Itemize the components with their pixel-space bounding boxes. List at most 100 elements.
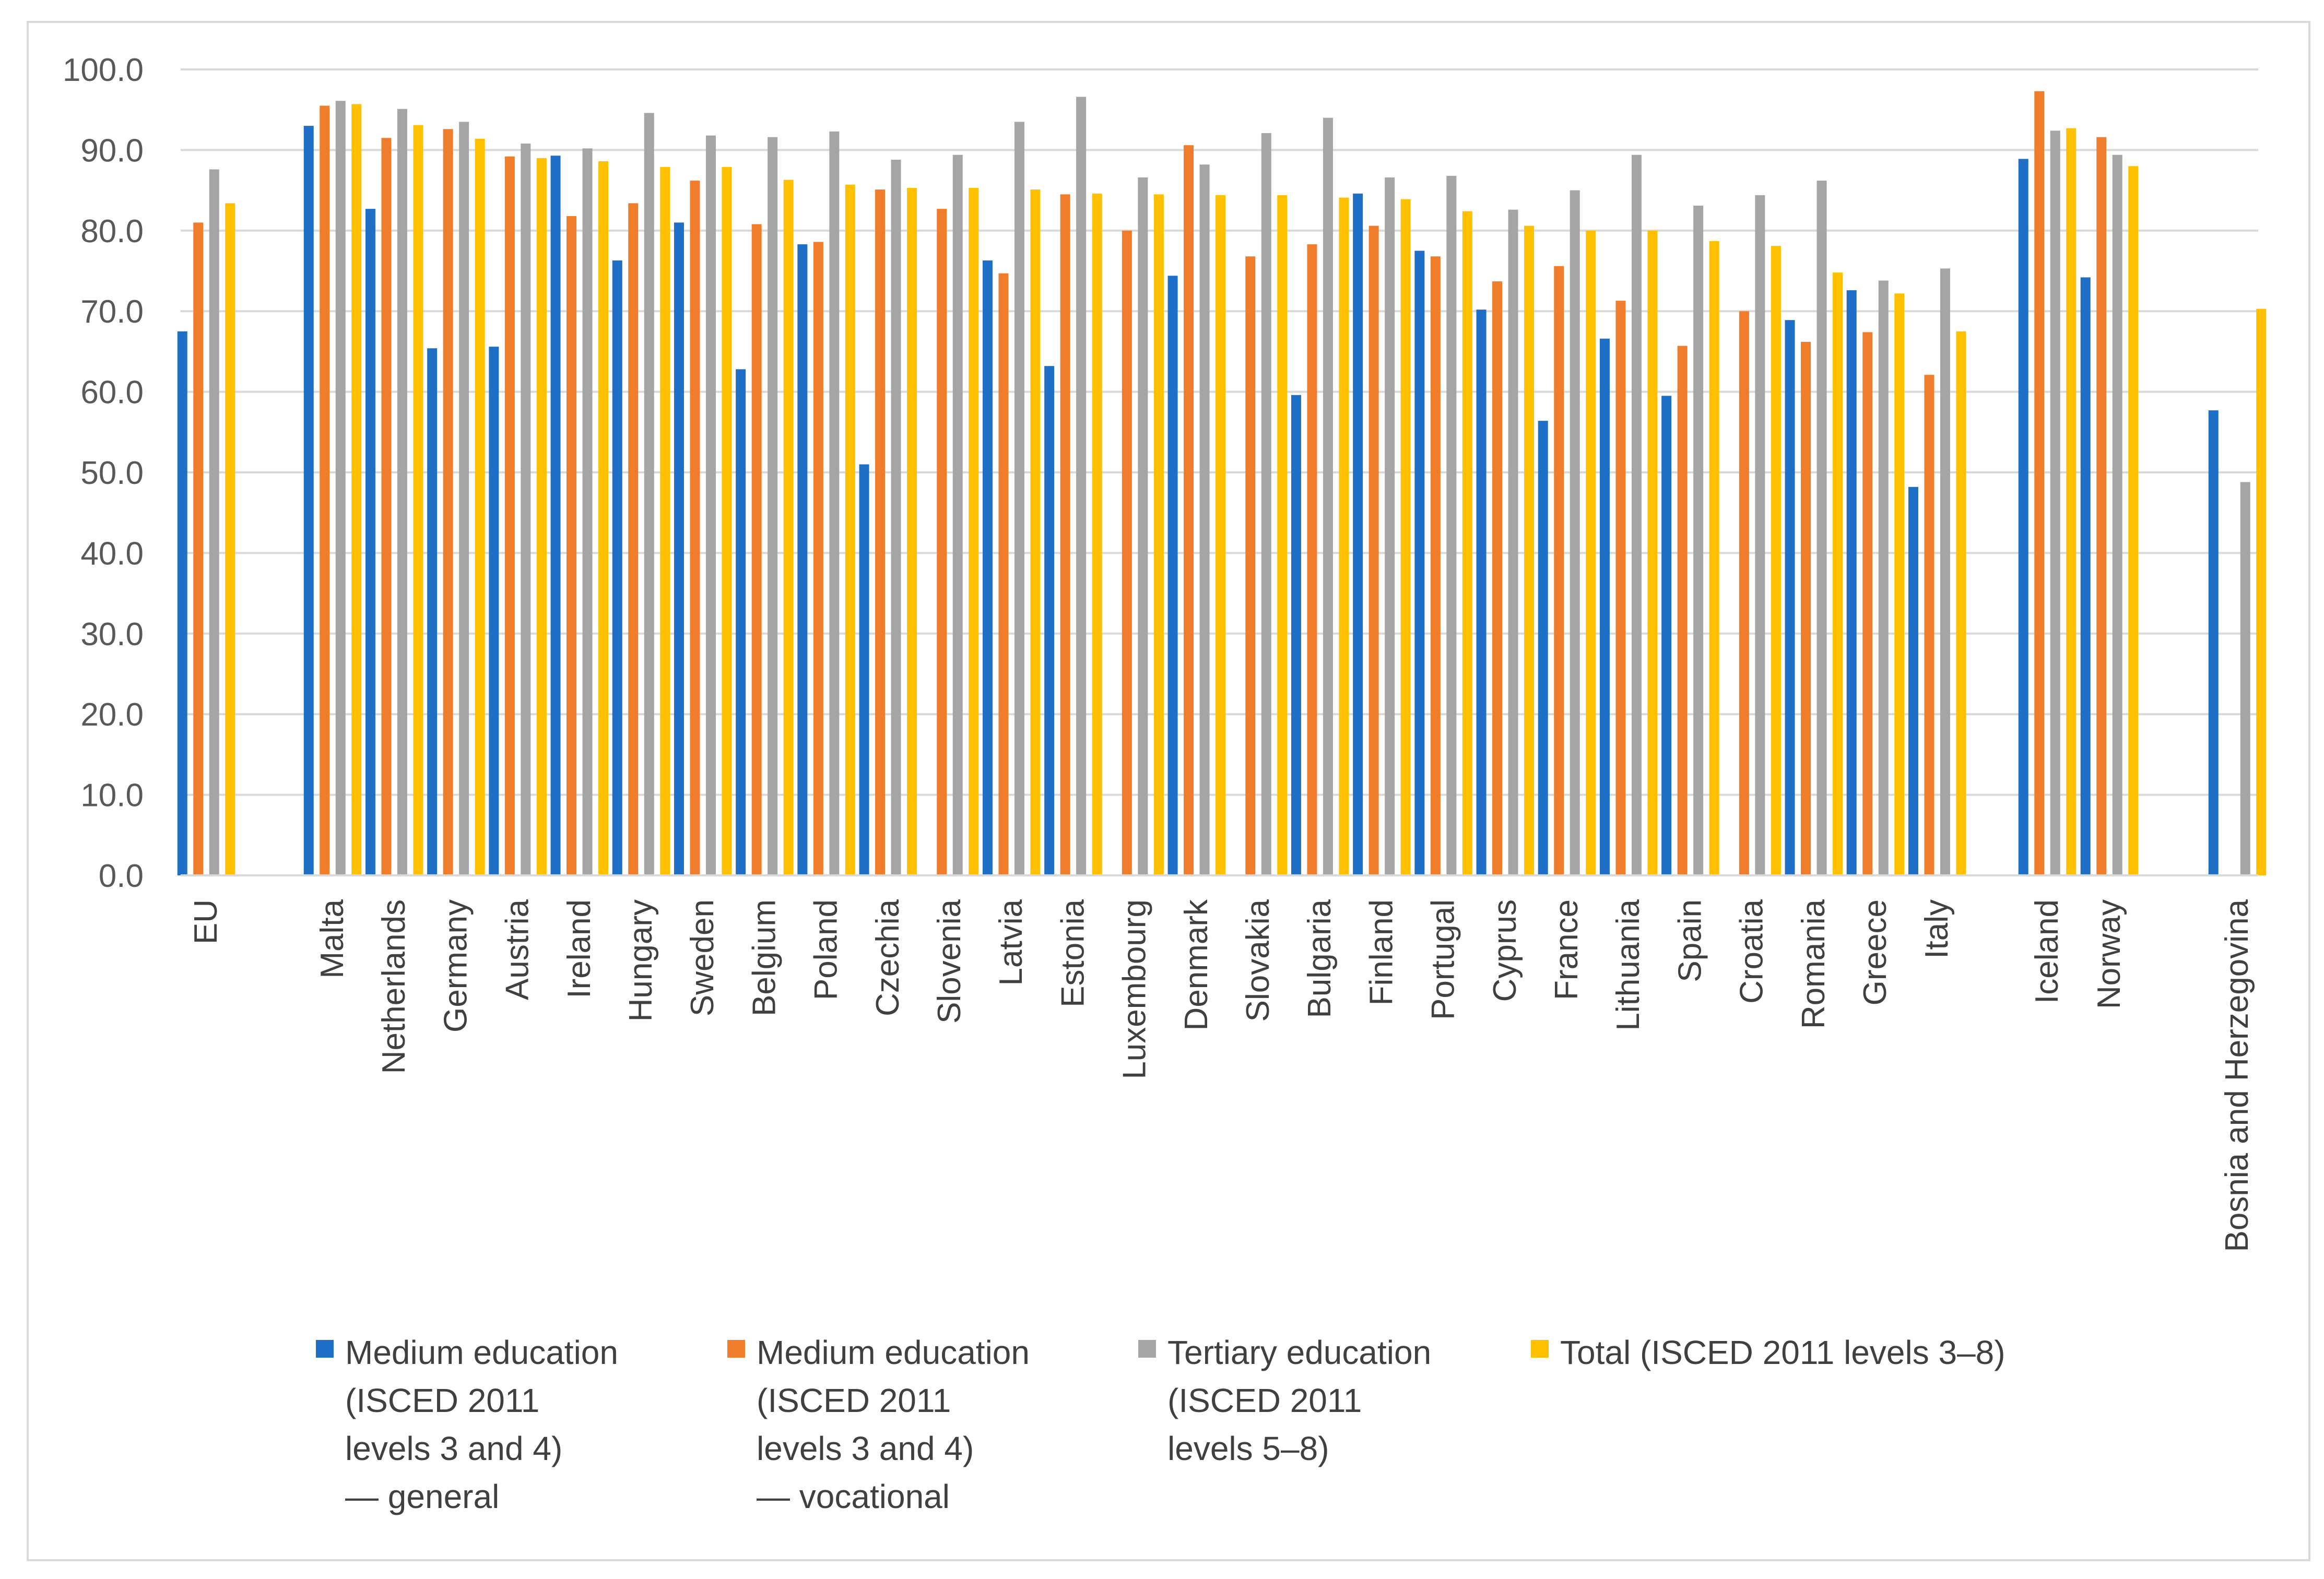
bar bbox=[1801, 341, 1811, 875]
bar bbox=[2034, 91, 2045, 876]
x-tick-label: Lithuania bbox=[1610, 899, 1646, 1030]
legend-label-tertiary: Tertiary education (ISCED 2011 levels 5–… bbox=[1167, 1334, 1432, 1467]
bar bbox=[598, 161, 609, 875]
bar bbox=[1524, 225, 1535, 875]
bar bbox=[736, 369, 746, 875]
x-tick-label: Ireland bbox=[561, 899, 597, 999]
bar bbox=[1599, 338, 1610, 875]
y-tick-label: 50.0 bbox=[80, 455, 144, 491]
x-tick-label: Netherlands bbox=[376, 899, 412, 1074]
x-tick-label: Latvia bbox=[993, 899, 1029, 986]
bar bbox=[504, 156, 515, 876]
y-tick-label: 90.0 bbox=[80, 133, 144, 169]
bar bbox=[193, 222, 204, 875]
bar bbox=[1261, 133, 1271, 876]
x-tick-label: Estonia bbox=[1055, 899, 1091, 1007]
bar bbox=[1739, 311, 1749, 876]
x-tick-label: Belgium bbox=[746, 899, 782, 1016]
bar bbox=[1878, 280, 1889, 875]
bar bbox=[1862, 332, 1873, 875]
bar bbox=[1092, 193, 1102, 875]
x-tick-label: Italy bbox=[1919, 899, 1955, 959]
x-tick-label: Luxembourg bbox=[1117, 899, 1153, 1079]
bar bbox=[475, 138, 485, 876]
bar bbox=[1462, 211, 1472, 875]
bar bbox=[1894, 293, 1905, 876]
bar bbox=[907, 187, 917, 875]
bar bbox=[969, 187, 979, 875]
bar bbox=[351, 104, 362, 876]
bar bbox=[891, 159, 901, 876]
bar bbox=[1277, 195, 1288, 875]
bar bbox=[1446, 175, 1457, 876]
bar bbox=[1908, 486, 1918, 875]
x-tick-label: Poland bbox=[808, 899, 844, 1000]
x-tick-label: France bbox=[1549, 899, 1585, 1000]
bar bbox=[1414, 251, 1425, 875]
x-tick-label: Austria bbox=[500, 899, 536, 1000]
bar bbox=[2112, 155, 2122, 875]
bar bbox=[397, 109, 407, 875]
bar bbox=[320, 105, 330, 876]
bar bbox=[751, 224, 762, 875]
legend-item-tertiary: Tertiary education (ISCED 2011 levels 5–… bbox=[1138, 1328, 1431, 1473]
bar bbox=[381, 138, 392, 875]
bar bbox=[845, 184, 855, 875]
bar bbox=[1924, 375, 1934, 875]
bar bbox=[1430, 256, 1441, 875]
bar bbox=[521, 144, 531, 876]
chart-legend: Medium education (ISCED 2011 levels 3 an… bbox=[0, 1328, 2324, 1548]
bar bbox=[705, 135, 716, 875]
legend-label-total: Total (ISCED 2011 levels 3–8) bbox=[1560, 1334, 2006, 1371]
bar bbox=[1400, 199, 1411, 876]
bar bbox=[2050, 130, 2060, 875]
bar bbox=[1615, 301, 1626, 876]
bar bbox=[1353, 193, 1363, 875]
x-tick-label: Norway bbox=[2091, 899, 2127, 1009]
x-tick-label: Portugal bbox=[1425, 899, 1461, 1020]
x-tick-label: Greece bbox=[1857, 899, 1893, 1005]
y-tick-label: 30.0 bbox=[80, 616, 144, 652]
bar bbox=[1245, 256, 1256, 875]
bar bbox=[690, 181, 700, 875]
x-tick-label: Finland bbox=[1363, 899, 1399, 1005]
bar bbox=[2208, 410, 2219, 875]
y-tick-label: 10.0 bbox=[80, 778, 144, 814]
bar bbox=[550, 156, 561, 875]
bar bbox=[1167, 276, 1178, 876]
bar bbox=[1385, 177, 1395, 875]
bar bbox=[937, 209, 947, 875]
bar bbox=[859, 464, 869, 875]
bar bbox=[1661, 396, 1672, 875]
bar bbox=[674, 222, 684, 875]
x-tick-label: Iceland bbox=[2029, 899, 2065, 1004]
x-tick-label: EU bbox=[188, 899, 224, 944]
x-tick-label: Bosnia and Herzegovina bbox=[2219, 899, 2255, 1252]
bar bbox=[644, 113, 654, 876]
bar bbox=[813, 242, 823, 875]
bar bbox=[1323, 117, 1333, 875]
bar bbox=[335, 101, 346, 875]
bar bbox=[1492, 281, 1503, 875]
bar bbox=[365, 209, 375, 875]
bar bbox=[209, 169, 219, 875]
x-tick-label: Spain bbox=[1672, 899, 1708, 982]
x-tick-label: Sweden bbox=[685, 899, 721, 1016]
bar bbox=[1014, 122, 1024, 876]
legend-item-vocational: Medium education (ISCED 2011 levels 3 an… bbox=[727, 1328, 1030, 1521]
y-tick-label: 80.0 bbox=[80, 213, 144, 250]
bar bbox=[1940, 268, 1950, 876]
bar bbox=[1369, 225, 1379, 875]
bar bbox=[982, 260, 993, 876]
legend-label-vocational: Medium education (ISCED 2011 levels 3 an… bbox=[757, 1334, 1030, 1515]
bar bbox=[783, 180, 794, 875]
chart-border bbox=[27, 21, 2310, 1561]
bar bbox=[875, 189, 886, 875]
bar bbox=[1138, 177, 1148, 875]
bar bbox=[1631, 155, 1642, 875]
bar bbox=[427, 348, 438, 875]
bar bbox=[413, 125, 423, 875]
bar bbox=[1307, 244, 1317, 876]
